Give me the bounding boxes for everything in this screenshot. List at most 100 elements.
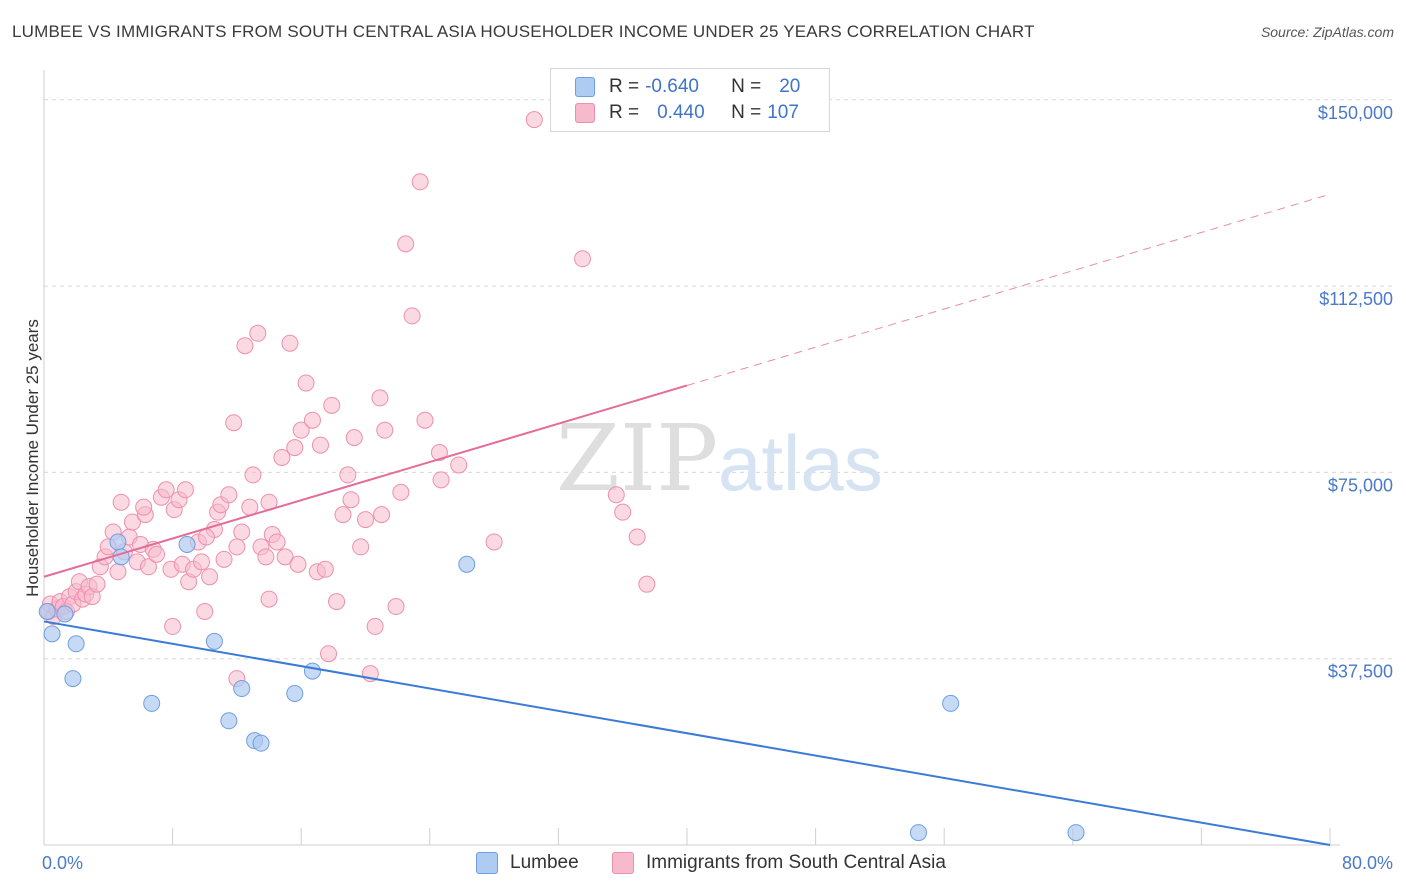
lumbee-point-14 <box>286 684 304 702</box>
immigrants-point-52 <box>236 337 254 355</box>
immigrants-point-43 <box>201 568 219 586</box>
immigrants-point-21 <box>112 493 130 511</box>
immigrants-point-64 <box>286 439 304 457</box>
immigrants-point-84 <box>373 506 391 524</box>
lumbee-point-13 <box>252 734 270 752</box>
immigrants-point-49 <box>225 414 243 432</box>
immigrants-point-42 <box>196 603 214 621</box>
immigrants-point-92 <box>430 444 448 462</box>
lumbee-point-19 <box>1067 824 1085 842</box>
lumbee-point-17 <box>942 694 960 712</box>
stats-legend: R = -0.640 N = 20 R = 0.440 N = 107 <box>550 68 830 132</box>
lumbee-n-value: 20 <box>779 76 801 97</box>
immigrants-point-15 <box>88 575 106 593</box>
lumbee-point-5 <box>109 533 127 551</box>
immigrants-point-73 <box>323 396 341 414</box>
series-legend: Lumbee Immigrants from South Central Asi… <box>0 852 1406 878</box>
immigrants-point-55 <box>249 324 267 342</box>
immigrants-trend-line <box>43 384 688 578</box>
immigrants-r-label: R = <box>609 102 640 123</box>
immigrants-n-value: 107 <box>767 102 799 123</box>
watermark-atlas: atlas <box>718 419 883 507</box>
immigrants-point-82 <box>366 617 384 635</box>
immigrants-point-60 <box>268 533 286 551</box>
lumbee-point-18 <box>909 824 927 842</box>
immigrants-point-41 <box>193 553 211 571</box>
immigrants-point-28 <box>139 558 157 576</box>
immigrants-point-30 <box>148 545 166 563</box>
immigrants-point-50 <box>228 538 246 556</box>
lumbee-r-value: -0.640 <box>645 76 699 97</box>
immigrants-point-47 <box>215 550 233 568</box>
immigrants-point-32 <box>157 481 175 499</box>
immigrants-point-75 <box>334 506 352 524</box>
lumbee-point-11 <box>233 680 251 698</box>
immigrants-point-91 <box>416 411 434 429</box>
immigrants-point-104 <box>197 528 215 546</box>
immigrants-point-72 <box>320 645 338 663</box>
source-credit: Source: ZipAtlas.com <box>1260 24 1394 40</box>
immigrants-point-71 <box>316 560 334 578</box>
immigrants-point-68 <box>303 411 321 429</box>
lumbee-point-10 <box>220 712 238 730</box>
immigrants-point-87 <box>392 483 410 501</box>
immigrants-point-101 <box>638 575 656 593</box>
immigrants-point-85 <box>376 421 394 439</box>
immigrants-legend-label: Immigrants from South Central Asia <box>646 852 946 873</box>
immigrants-point-24 <box>123 513 141 531</box>
immigrants-point-58 <box>260 590 278 608</box>
lumbee-point-0 <box>38 603 56 621</box>
immigrants-point-83 <box>371 389 389 407</box>
lumbee-point-1 <box>43 625 61 643</box>
legend-item-lumbee[interactable]: Lumbee <box>476 852 579 874</box>
immigrants-point-86 <box>387 598 405 616</box>
immigrants-point-53 <box>241 498 259 516</box>
immigrants-point-37 <box>176 481 194 499</box>
lumbee-point-4 <box>67 635 85 653</box>
immigrants-point-70 <box>311 436 329 454</box>
x-tick-label-min: 0.0% <box>42 853 83 873</box>
y-tick-label-112500: $112,500 <box>1319 289 1393 309</box>
lumbee-trend-line <box>43 620 1331 846</box>
lumbee-point-15 <box>303 662 321 680</box>
immigrants-point-93 <box>432 471 450 489</box>
immigrants-point-76 <box>339 466 357 484</box>
immigrants-point-100 <box>628 528 646 546</box>
axes <box>43 70 1340 846</box>
legend-row-immigrants: R = 0.440 N = 107 <box>575 101 799 125</box>
y-tick-labels: $37,500 $75,000 $112,500 $150,000 <box>1318 103 1393 682</box>
immigrants-point-88 <box>397 235 415 253</box>
immigrants-point-102 <box>135 498 153 516</box>
x-tick-label-max: 80.0% <box>1342 853 1393 873</box>
immigrants-point-61 <box>273 449 291 466</box>
y-axis-label: Householder Income Under 25 years <box>23 319 42 597</box>
legend-item-immigrants[interactable]: Immigrants from South Central Asia <box>612 852 946 874</box>
immigrants-point-97 <box>574 250 592 268</box>
immigrants-point-63 <box>281 334 299 352</box>
immigrants-point-57 <box>257 548 275 566</box>
immigrants-point-95 <box>485 533 503 551</box>
immigrants-n-label: N = <box>731 102 762 123</box>
lumbee-legend-swatch <box>476 852 498 874</box>
chart-title: LUMBEE VS IMMIGRANTS FROM SOUTH CENTRAL … <box>12 22 1035 41</box>
immigrants-point-67 <box>297 374 315 392</box>
immigrants-point-90 <box>411 173 429 191</box>
lumbee-point-8 <box>178 535 196 553</box>
watermark: ZIP atlas <box>556 405 883 512</box>
lumbee-legend-label: Lumbee <box>510 852 579 873</box>
lumbee-point-2 <box>56 605 74 623</box>
watermark-zip: ZIP <box>556 405 718 512</box>
immigrants-point-77 <box>342 491 360 509</box>
lumbee-point-9 <box>205 632 223 650</box>
lumbee-points <box>38 533 1085 842</box>
immigrants-r-value: 0.440 <box>657 102 705 123</box>
immigrants-point-96 <box>525 111 543 129</box>
lumbee-r-label: R = <box>609 76 640 97</box>
lumbee-point-7 <box>143 694 161 712</box>
immigrants-swatch <box>575 103 595 123</box>
immigrants-point-78 <box>345 429 363 447</box>
immigrants-point-94 <box>450 456 468 474</box>
trend-lines <box>43 193 1331 846</box>
immigrants-point-98 <box>607 486 625 504</box>
y-tick-label-37500: $37,500 <box>1328 662 1393 682</box>
